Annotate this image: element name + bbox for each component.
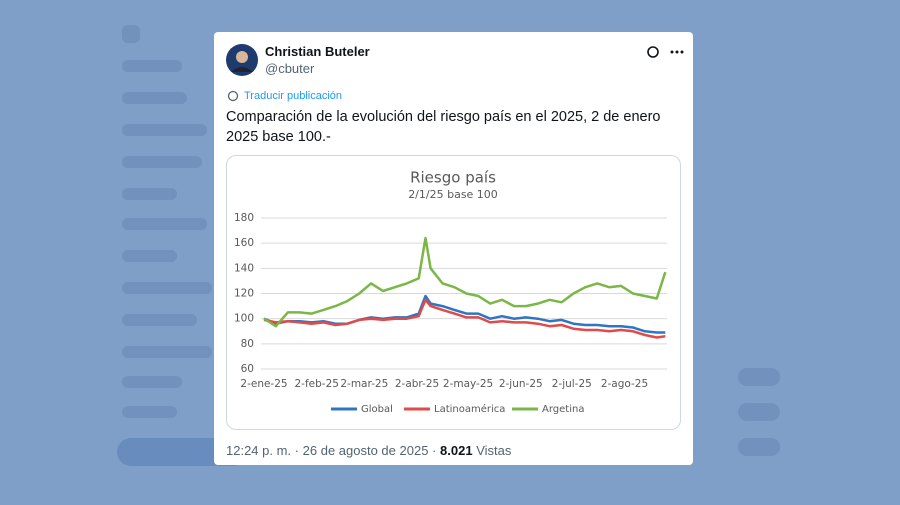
tweet-meta: 12:24 p. m. · 26 de agosto de 2025 · 8.0…: [226, 443, 511, 458]
chart: Riesgo país 2/1/25 base 100 60 80 100 120 14…: [234, 169, 667, 415]
separator: ·: [432, 443, 437, 458]
chart-subtitle: 2/1/25 base 100: [408, 188, 498, 201]
line-series: [263, 298, 666, 339]
line-series: [263, 236, 667, 328]
views-label: Vistas: [476, 443, 512, 458]
x-tick-label: 2-ago-25: [601, 378, 648, 390]
y-tick-label: 160: [234, 237, 254, 249]
y-tick-label: 140: [234, 262, 254, 274]
y-tick-label: 80: [241, 338, 254, 350]
media[interactable]: Riesgo país 2/1/25 base 100 60 80 100 120 14…: [226, 155, 681, 430]
translate-link[interactable]: Traducir publicación: [244, 90, 343, 102]
avatar[interactable]: [226, 44, 258, 76]
legend-label: Global: [361, 404, 393, 415]
views-count: 8.021: [440, 443, 473, 458]
y-tick-label: 120: [234, 288, 254, 300]
y-tick-label: 100: [234, 313, 254, 325]
tweet-text: Comparación de la evolución del riesgo p…: [226, 109, 661, 145]
author-name[interactable]: Christian Buteler: [265, 44, 370, 59]
author-handle[interactable]: @cbuter: [265, 61, 315, 76]
y-tick-label: 180: [234, 212, 254, 224]
date[interactable]: 26 de agosto de 2025: [302, 443, 429, 458]
x-tick-label: 2-jul-25: [552, 378, 592, 390]
time[interactable]: 12:24 p. m.: [226, 443, 292, 458]
x-tick-label: 2-abr-25: [395, 378, 439, 390]
y-tick-label: 60: [241, 363, 254, 375]
x-tick-label: 2-ene-25: [240, 378, 287, 390]
legend-label: Latinoamérica: [434, 403, 505, 415]
line-series: [263, 294, 666, 334]
chart-title: Riesgo país: [410, 169, 496, 187]
x-tick-label: 2-feb-25: [294, 378, 338, 390]
tweet-card: Christian Buteler @cbuter Traducir publi…: [214, 32, 693, 465]
x-tick-label: 2-jun-25: [499, 378, 543, 390]
separator: ·: [294, 443, 300, 458]
x-tick-label: 2-may-25: [443, 378, 493, 390]
x-tick-label: 2-mar-25: [340, 378, 388, 390]
translate-icon: [227, 90, 239, 102]
tweet-menu[interactable]: [646, 44, 686, 60]
legend-label: Argetina: [542, 404, 584, 415]
